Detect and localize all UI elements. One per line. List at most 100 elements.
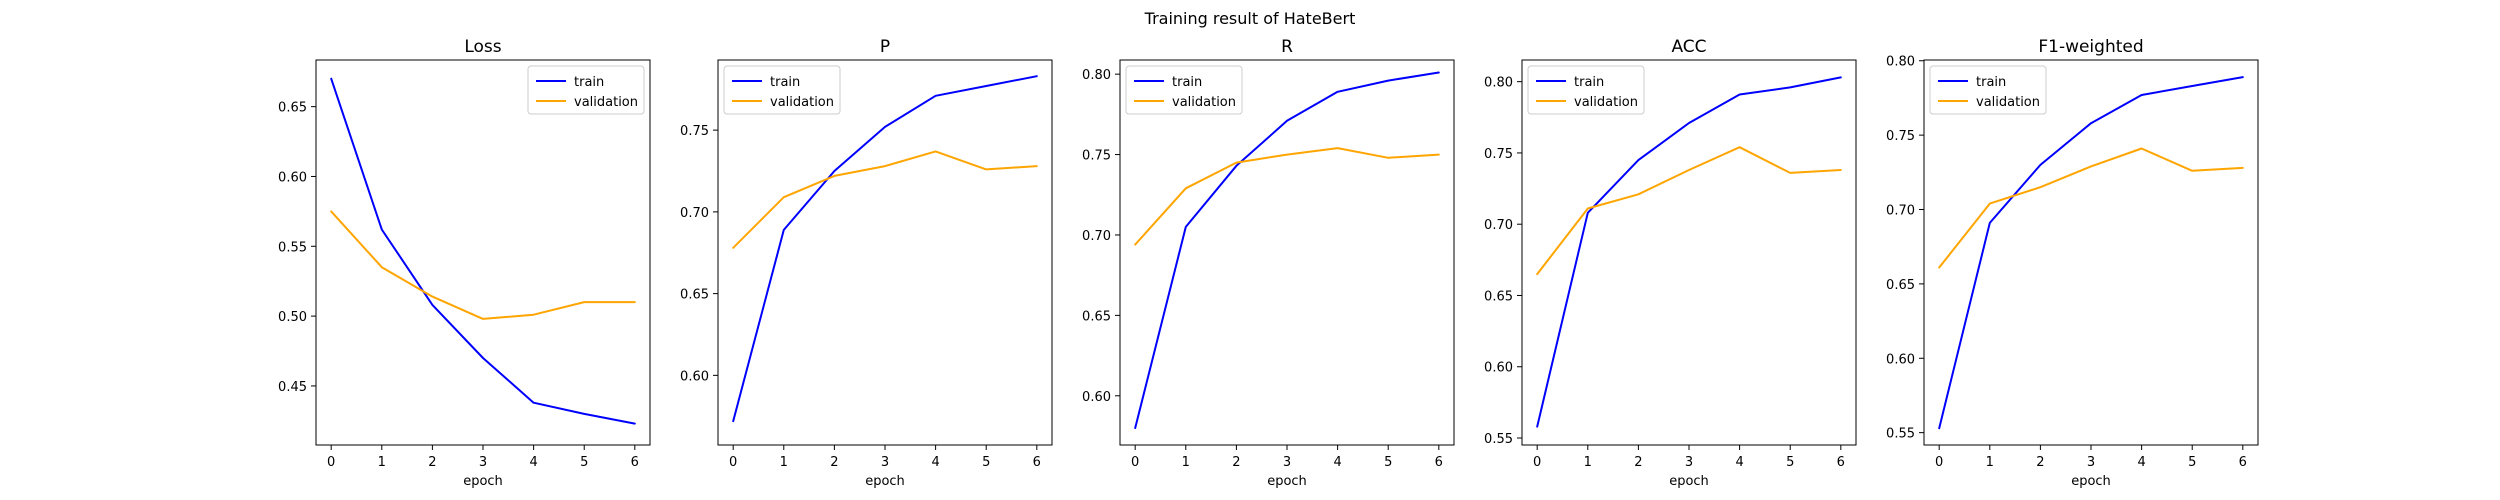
x-tick-label: 5	[982, 455, 990, 470]
figure-suptitle: Training result of HateBert	[1144, 9, 1356, 28]
legend-label-train: train	[1172, 75, 1202, 90]
x-tick-label: 4	[529, 455, 537, 470]
legend-label-validation: validation	[1574, 95, 1638, 110]
chart-panel-2: P 0.60 0.65 0.70 0.75 0 1 2 3 4 5 6 epoch train valida…	[680, 37, 1053, 489]
series-line-validation	[330, 210, 636, 320]
x-tick-label: 5	[1384, 455, 1392, 470]
y-tick-label: 0.65	[1886, 278, 1915, 293]
y-tick-label: 0.70	[1082, 229, 1111, 244]
y-tick-label: 0.65	[1484, 289, 1513, 304]
series-line-validation	[1536, 146, 1842, 276]
x-tick-label: 6	[1837, 455, 1845, 470]
x-axis-label: epoch	[1267, 474, 1307, 489]
x-tick-label: 0	[1533, 455, 1541, 470]
x-tick-label: 3	[881, 455, 889, 470]
series-line-validation	[732, 150, 1038, 249]
y-tick-label: 0.55	[1886, 427, 1915, 442]
y-tick-label: 0.60	[278, 170, 307, 185]
x-tick-label: 0	[1935, 455, 1943, 470]
x-tick-label: 4	[1735, 455, 1743, 470]
x-tick-label: 1	[780, 455, 788, 470]
panel-title: F1-weighted	[2038, 37, 2143, 57]
x-axis-label: epoch	[865, 474, 905, 489]
chart-panel-5: F1-weighted 0.55 0.60 0.65 0.70 0.75 0.80 0 1 2 3 4…	[1886, 37, 2259, 489]
y-tick-label: 0.80	[1082, 68, 1111, 83]
chart-panel-1: Loss 0.45 0.50 0.55 0.60 0.65 0 1 2 3 4 5 6 epoch trai…	[278, 37, 651, 489]
y-tick-label: 0.75	[1484, 147, 1513, 162]
x-axis-label: epoch	[2071, 474, 2111, 489]
y-tick-label: 0.55	[1484, 432, 1513, 447]
x-tick-label: 1	[378, 455, 386, 470]
y-tick-label: 0.65	[278, 101, 307, 116]
legend: train validation	[527, 65, 645, 115]
x-tick-label: 0	[1131, 455, 1139, 470]
legend-label-train: train	[1574, 75, 1604, 90]
y-tick-label: 0.70	[1886, 204, 1915, 219]
panel-title: Loss	[464, 37, 501, 57]
series-line-validation	[1134, 147, 1440, 246]
y-tick-label: 0.50	[278, 310, 307, 325]
axes-frame	[315, 59, 651, 446]
x-tick-label: 6	[1435, 455, 1443, 470]
legend: train validation	[1125, 65, 1243, 115]
x-tick-label: 6	[631, 455, 639, 470]
legend-label-train: train	[1976, 75, 2006, 90]
y-tick-label: 0.60	[680, 369, 709, 384]
legend: train validation	[1527, 65, 1645, 115]
y-tick-label: 0.65	[680, 288, 709, 303]
y-tick-label: 0.60	[1484, 361, 1513, 376]
x-tick-label: 0	[729, 455, 737, 470]
legend-label-validation: validation	[1172, 95, 1236, 110]
x-tick-label: 5	[580, 455, 588, 470]
chart-panels: Loss 0.45 0.50 0.55 0.60 0.65 0 1 2 3 4 5 6 epoch trai…	[278, 37, 2259, 489]
series-line-train	[330, 77, 636, 425]
x-tick-label: 1	[1584, 455, 1592, 470]
y-tick-label: 0.70	[680, 206, 709, 221]
x-tick-label: 2	[1634, 455, 1642, 470]
y-tick-label: 0.60	[1082, 390, 1111, 405]
series-line-train	[1938, 76, 2244, 430]
x-tick-label: 2	[428, 455, 436, 470]
series-line-validation	[1938, 147, 2244, 269]
panel-title: R	[1281, 37, 1293, 57]
x-tick-label: 2	[830, 455, 838, 470]
y-tick-label: 0.75	[1082, 149, 1111, 164]
x-tick-label: 3	[2087, 455, 2095, 470]
x-tick-label: 3	[479, 455, 487, 470]
x-tick-label: 6	[2239, 455, 2247, 470]
legend-label-train: train	[574, 75, 604, 90]
y-tick-label: 0.75	[680, 124, 709, 139]
y-tick-label: 0.65	[1082, 309, 1111, 324]
y-tick-label: 0.80	[1886, 55, 1915, 70]
y-tick-label: 0.80	[1484, 76, 1513, 91]
x-tick-label: 3	[1283, 455, 1291, 470]
axes-frame	[1119, 59, 1455, 446]
x-axis-label: epoch	[463, 474, 503, 489]
series-line-train	[732, 75, 1038, 423]
x-tick-label: 2	[2036, 455, 2044, 470]
x-axis-label: epoch	[1669, 474, 1709, 489]
x-tick-label: 4	[1333, 455, 1341, 470]
legend: train validation	[1929, 65, 2047, 115]
x-tick-label: 1	[1182, 455, 1190, 470]
y-tick-label: 0.75	[1886, 129, 1915, 144]
series-line-train	[1536, 76, 1842, 428]
y-tick-label: 0.70	[1484, 218, 1513, 233]
panel-title: ACC	[1671, 37, 1706, 57]
x-tick-label: 5	[1786, 455, 1794, 470]
x-tick-label: 6	[1033, 455, 1041, 470]
y-tick-label: 0.55	[278, 240, 307, 255]
x-tick-label: 5	[2188, 455, 2196, 470]
y-tick-label: 0.45	[278, 380, 307, 395]
legend-label-train: train	[770, 75, 800, 90]
legend-label-validation: validation	[770, 95, 834, 110]
axes-frame	[1923, 59, 2259, 446]
chart-panel-4: ACC 0.55 0.60 0.65 0.70 0.75 0.80 0 1 2 3 4 5 6 epoch t…	[1484, 37, 1857, 489]
x-tick-label: 4	[2137, 455, 2145, 470]
x-tick-label: 0	[327, 455, 335, 470]
legend-label-validation: validation	[1976, 95, 2040, 110]
legend-label-validation: validation	[574, 95, 638, 110]
y-tick-label: 0.60	[1886, 352, 1915, 367]
